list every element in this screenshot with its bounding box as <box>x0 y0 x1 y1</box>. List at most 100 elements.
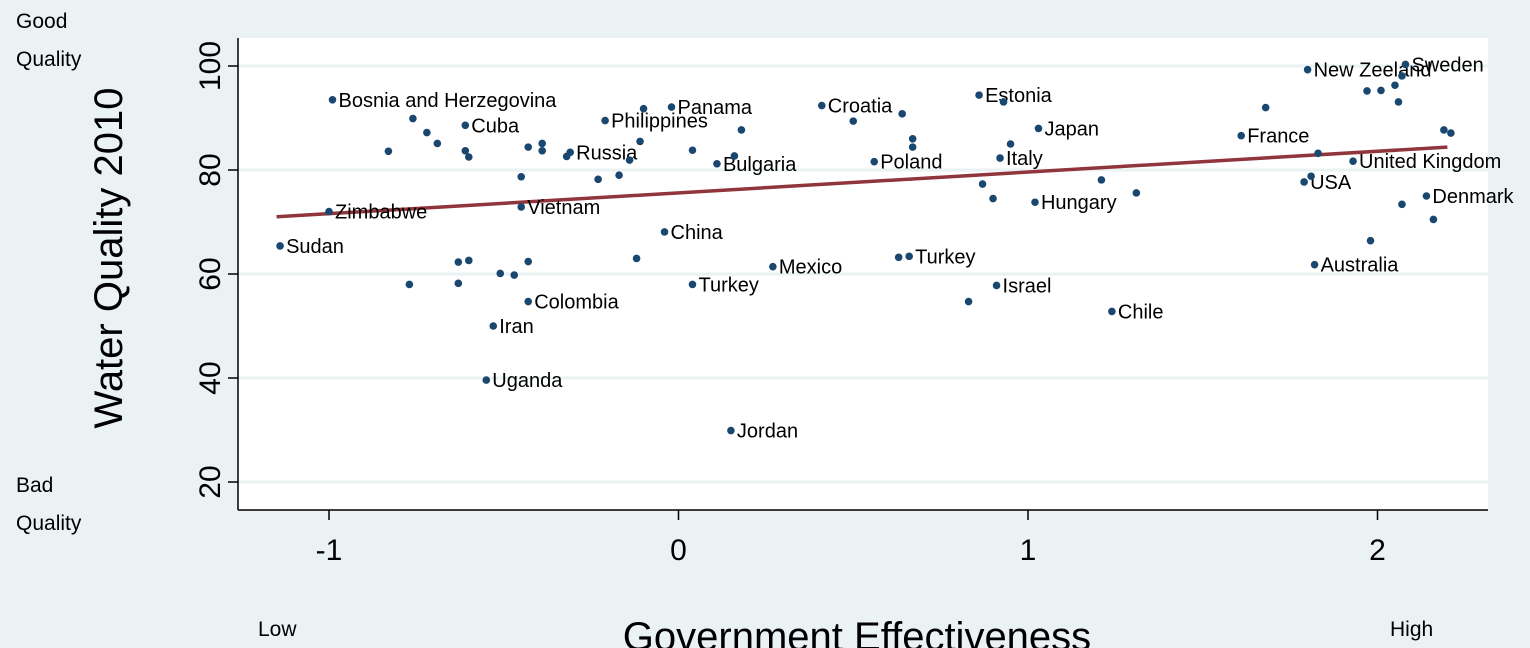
y-tick-label: 80 <box>194 153 227 186</box>
x-left-label: Low <box>258 618 297 641</box>
point-label: Poland <box>880 152 942 174</box>
data-point <box>908 143 917 151</box>
data-point <box>660 228 669 236</box>
data-point <box>975 91 983 99</box>
data-point <box>817 101 826 110</box>
y-tick-label: 60 <box>194 257 227 290</box>
y-bottom-label-line2: Quality <box>16 512 82 535</box>
data-point <box>538 139 546 148</box>
point-label: Iran <box>499 316 533 338</box>
data-point <box>1034 124 1043 133</box>
data-point <box>999 98 1008 106</box>
data-point <box>465 256 473 265</box>
x-tick-label: -1 <box>316 534 343 567</box>
y-top-label-line2: Quality <box>16 48 82 71</box>
data-point <box>1398 200 1406 209</box>
x-axis-title: Government Effectiveness <box>623 615 1091 648</box>
data-point <box>713 159 721 168</box>
data-points: Sudan Zimbabwe Bosnia and Herzegovina Cuba U… <box>276 54 1515 443</box>
data-point <box>905 252 913 261</box>
data-point <box>849 117 858 125</box>
point-label: Chile <box>1118 301 1164 323</box>
point-label: Hungary <box>1041 192 1117 214</box>
y-tick-label: 20 <box>194 465 227 498</box>
data-point <box>1398 72 1406 80</box>
data-point <box>870 157 879 166</box>
point-label: Zimbabwe <box>335 202 427 224</box>
data-point <box>1303 65 1312 74</box>
data-point <box>1349 157 1357 165</box>
point-label: Italy <box>1006 148 1043 170</box>
fitted-regression-line <box>276 145 1448 219</box>
data-point <box>496 269 505 278</box>
data-point <box>908 135 917 143</box>
data-point <box>1307 172 1315 181</box>
data-point <box>1401 60 1410 69</box>
data-point <box>625 156 634 164</box>
point-label: France <box>1247 126 1309 148</box>
data-point <box>594 175 602 184</box>
x-tick-label: 1 <box>1020 534 1037 567</box>
point-label: Australia <box>1321 255 1400 277</box>
point-label: Panama <box>678 97 753 119</box>
data-point <box>978 180 987 188</box>
x-tick-label: 2 <box>1369 534 1386 567</box>
data-point <box>461 121 470 130</box>
point-label: Sudan <box>286 236 344 258</box>
data-point <box>1440 126 1448 134</box>
point-label: Jordan <box>737 421 798 443</box>
point-label: Turkey <box>698 274 758 296</box>
data-point <box>1097 176 1106 184</box>
data-point <box>433 139 442 148</box>
data-point <box>489 322 498 330</box>
data-point <box>423 128 431 137</box>
data-point <box>1366 236 1375 245</box>
data-point <box>1300 178 1308 186</box>
point-label: Uganda <box>492 370 563 392</box>
data-point <box>1314 149 1322 158</box>
point-label: Israel <box>1003 275 1052 297</box>
point-label: Denmark <box>1432 186 1514 208</box>
data-point <box>996 154 1004 162</box>
data-point <box>1447 129 1455 137</box>
data-point <box>992 281 1001 290</box>
point-label: Croatia <box>828 96 893 118</box>
data-point <box>465 153 473 161</box>
data-point <box>1108 307 1116 316</box>
data-point <box>964 297 973 306</box>
data-point <box>1132 189 1141 197</box>
data-point <box>524 257 533 266</box>
data-point <box>1391 81 1399 90</box>
data-point <box>517 203 526 211</box>
data-point <box>898 110 906 118</box>
data-point <box>328 96 337 104</box>
data-point <box>1363 87 1371 95</box>
data-point <box>688 146 697 155</box>
x-tick-label: 0 <box>670 534 687 567</box>
y-axis-title: Water Quality 2010 <box>87 88 131 429</box>
point-label: USA <box>1310 172 1352 194</box>
y-bottom-label-line1: Bad <box>16 474 53 497</box>
data-point <box>461 146 470 155</box>
fit-line-layer <box>276 145 1448 219</box>
x-right-label: High <box>1390 618 1433 641</box>
data-point <box>1261 103 1270 112</box>
data-point <box>601 116 609 125</box>
data-point <box>524 297 533 306</box>
data-point <box>454 279 463 288</box>
data-point <box>325 207 333 216</box>
data-point <box>409 114 417 123</box>
grid-lines <box>238 64 1488 484</box>
data-point <box>769 262 777 271</box>
data-point <box>737 126 746 134</box>
data-point <box>730 152 739 160</box>
y-tick-label: 40 <box>194 361 227 394</box>
data-point <box>1394 98 1403 106</box>
point-label: Colombia <box>534 292 619 314</box>
point-label: Japan <box>1044 118 1099 140</box>
tick-marks: 20 40 60 80 100 -1 0 1 2 <box>194 41 1386 567</box>
point-label: Bulgaria <box>723 154 797 176</box>
point-label: Turkey <box>915 246 975 268</box>
y-top-label-line1: Good <box>16 10 67 33</box>
point-label: United Kingdom <box>1359 151 1501 173</box>
